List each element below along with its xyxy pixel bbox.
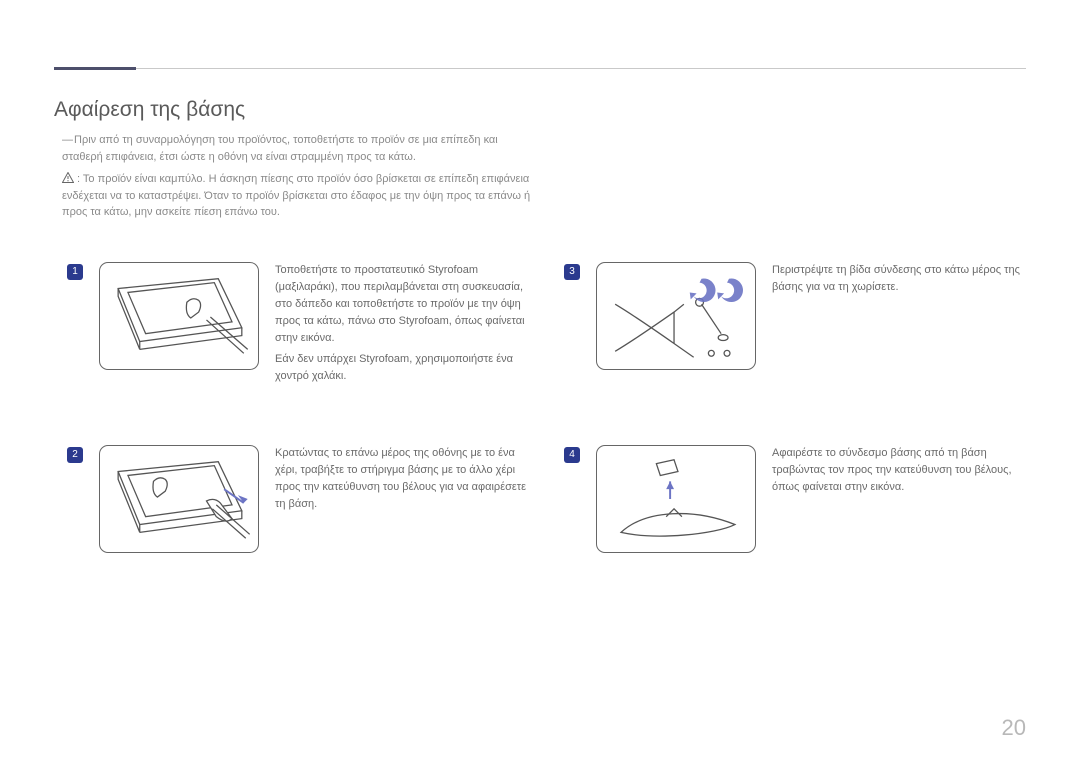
step-2-text: Κρατώντας το επάνω μέρος της οθόνης με τ… (275, 445, 529, 513)
intro-block: ―Πριν από τη συναρμολόγηση του προϊόντος… (62, 132, 532, 221)
step-badge: 3 (564, 264, 580, 280)
step-1-illustration (99, 262, 259, 370)
step-badge: 4 (564, 447, 580, 463)
step-3-illustration (596, 262, 756, 370)
warning-icon (62, 172, 74, 183)
header-rule (54, 68, 1026, 69)
steps-grid: 1 Τοποθετήστε το προστατευτικό Styrof (62, 262, 1026, 553)
step-2: 2 Κρ (62, 445, 529, 553)
intro-warning: : Το προϊόν είναι καμπύλο. Η άσκηση πίεσ… (62, 171, 532, 221)
page-number: 20 (1002, 715, 1026, 741)
step-badge: 1 (67, 264, 83, 280)
step-3-text: Περιστρέψτε τη βίδα σύνδεσης στο κάτω μέ… (772, 262, 1026, 296)
header-accent-bar (54, 67, 136, 70)
step-3: 3 (559, 262, 1026, 385)
step-4-text: Αφαιρέστε το σύνδεσμο βάσης από τη βάση … (772, 445, 1026, 496)
step-1-text: Τοποθετήστε το προστατευτικό Styrofoam (… (275, 262, 529, 385)
step-2-illustration (99, 445, 259, 553)
step-4: 4 Αφαιρέστε το σύνδεσμο βάσης από τη βάσ… (559, 445, 1026, 553)
step-badge: 2 (67, 447, 83, 463)
step-1: 1 Τοποθετήστε το προστατευτικό Styrof (62, 262, 529, 385)
page-title: Αφαίρεση της βάσης (54, 98, 245, 122)
step-4-illustration (596, 445, 756, 553)
intro-line1: ―Πριν από τη συναρμολόγηση του προϊόντος… (62, 132, 532, 165)
